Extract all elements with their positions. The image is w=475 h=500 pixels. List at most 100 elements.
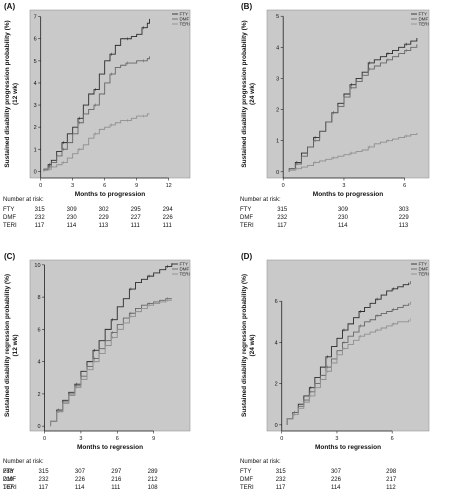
y-tick-label: 5 — [276, 14, 279, 20]
y-axis-label: Sustained disability progression probabi… — [241, 20, 248, 167]
at-risk-count: 216 — [111, 477, 122, 483]
y-tick-label: 1 — [276, 139, 279, 145]
at-risk-count: 315 — [34, 207, 45, 213]
at-risk-count: 230 — [337, 215, 348, 221]
at-risk-count: 210 — [3, 477, 14, 483]
at-risk-count: 307 — [330, 469, 341, 475]
at-risk-count: 114 — [74, 485, 85, 491]
y-tick-label: 7 — [34, 15, 37, 21]
at-risk-count: 117 — [277, 223, 287, 229]
at-risk-count: 232 — [38, 477, 49, 483]
at-risk-group-name: FTY — [3, 207, 15, 213]
x-tick-label: 3 — [79, 436, 82, 442]
at-risk-title: Number at risk: — [240, 197, 281, 203]
chart-panel-c: 0 2 4 6 8 10 0 3 6 9 (C) Months to regression Sustai… — [0, 250, 237, 500]
x-tick-label: 9 — [152, 436, 155, 442]
y-tick-label: 0 — [275, 423, 278, 429]
at-risk-title: Number at risk: — [240, 459, 281, 465]
at-risk-group-name: DMF — [240, 477, 253, 483]
y-tick-label: 1 — [34, 147, 37, 153]
legend-label-dmf: DMF — [419, 267, 429, 272]
at-risk-count: 226 — [162, 215, 173, 221]
legend-label-teri: TERI — [180, 272, 190, 277]
legend-label-dmf: DMF — [180, 267, 190, 272]
at-risk-count: 232 — [277, 215, 288, 221]
at-risk-count: 114 — [337, 223, 348, 229]
y-tick-label: 3 — [276, 76, 279, 82]
at-risk-group-name: TERI — [3, 223, 17, 229]
legend-label-dmf: DMF — [419, 17, 429, 22]
at-risk-count: 294 — [162, 207, 173, 213]
at-risk-count: 298 — [386, 469, 397, 475]
at-risk-count: 295 — [130, 207, 141, 213]
at-risk-count: 232 — [275, 477, 286, 483]
y-tick-label: 6 — [275, 299, 278, 305]
at-risk-table-b: Number at risk: FTY 315 309 303 DMF 232 230 229 T… — [240, 196, 475, 244]
at-risk-count: 297 — [111, 469, 122, 475]
at-risk-group-name: TERI — [3, 485, 17, 491]
y-tick-label: 2 — [37, 392, 40, 398]
at-risk-count: 289 — [147, 469, 158, 475]
at-risk-count: 229 — [98, 215, 109, 221]
y-tick-label: 4 — [37, 360, 40, 366]
at-risk-table-d: Number at risk: FTY 315 307 298 DMF 232 226 217 T… — [240, 458, 475, 498]
legend-label-dmf: DMF — [180, 17, 190, 22]
y-axis-sublabel: (24 wk) — [249, 334, 256, 356]
at-risk-count: 315 — [275, 469, 286, 475]
panel-label: (D) — [241, 252, 252, 261]
x-axis-label: Months to progression — [75, 191, 145, 198]
x-tick-label: 6 — [103, 183, 106, 189]
at-risk-group-name: FTY — [240, 207, 252, 213]
y-tick-label: 6 — [37, 327, 40, 333]
at-risk-group-name: DMF — [240, 215, 253, 221]
at-risk-count: 315 — [38, 469, 49, 475]
chart-panel-d: 0 2 4 6 0 3 6 (D) Months to regression Sustained … — [237, 250, 475, 500]
y-axis-sublabel: (12 wk) — [12, 83, 19, 105]
x-tick-label: 3 — [71, 183, 74, 189]
series-line-dmf — [43, 56, 150, 172]
y-tick-label: 2 — [34, 125, 37, 131]
y-tick-label: 10 — [34, 263, 40, 269]
at-risk-count: 229 — [398, 215, 409, 221]
at-risk-count: 117 — [34, 223, 45, 229]
y-tick-label: 0 — [34, 169, 37, 175]
at-risk-count: 217 — [386, 477, 397, 483]
at-risk-count: 108 — [147, 485, 158, 491]
x-tick-label: 9 — [135, 183, 138, 189]
y-tick-label: 0 — [37, 424, 40, 430]
at-risk-count: 309 — [337, 207, 348, 213]
at-risk-count: 111 — [111, 485, 121, 491]
y-axis-sublabel: (12 wk) — [12, 334, 19, 356]
chart-panel-a: 0 1 2 3 4 5 6 7 0 3 6 9 12 (A) Months to progression Su… — [0, 0, 237, 250]
at-risk-table-a: Number at risk: FTY 315 309 302 295 294 DMF 232 2… — [3, 196, 237, 244]
series-line-fty — [43, 18, 150, 172]
y-tick-label: 3 — [34, 103, 37, 109]
at-risk-count: 111 — [130, 223, 140, 229]
at-risk-count: 114 — [66, 223, 77, 229]
chart-panel-b: 0 1 2 3 4 5 0 3 6 (B) Months to progression Sustain… — [237, 0, 475, 250]
y-axis-label: Sustained disability regression probabil… — [4, 274, 11, 417]
x-tick-label: 0 — [282, 183, 285, 189]
series-line-teri — [43, 113, 150, 172]
at-risk-group-name: DMF — [3, 215, 16, 221]
at-risk-count: 117 — [275, 485, 286, 491]
at-risk-count: 309 — [66, 207, 77, 213]
chart-b: 0 1 2 3 4 5 0 3 6 (B) Months to progression Sustain… — [241, 2, 430, 198]
at-risk-count: 112 — [386, 485, 396, 491]
panel-label: (B) — [241, 2, 252, 11]
x-tick-label: 0 — [39, 183, 42, 189]
at-risk-title: Number at risk: — [3, 459, 44, 465]
y-axis-sublabel: (24 wk) — [249, 83, 256, 105]
legend-label-teri: TERI — [419, 22, 429, 27]
y-axis-label: Sustained disability regression probabil… — [241, 274, 248, 417]
x-tick-label: 6 — [391, 436, 394, 442]
y-axis-label: Sustained disability progression probabi… — [4, 20, 11, 167]
at-risk-group-name: TERI — [240, 223, 254, 229]
at-risk-count: 288 — [3, 469, 14, 475]
y-tick-label: 4 — [276, 45, 279, 51]
panel-label: (A) — [4, 2, 15, 11]
series-line-fty — [286, 282, 410, 425]
y-tick-label: 0 — [276, 170, 279, 176]
y-tick-label: 2 — [275, 382, 278, 388]
